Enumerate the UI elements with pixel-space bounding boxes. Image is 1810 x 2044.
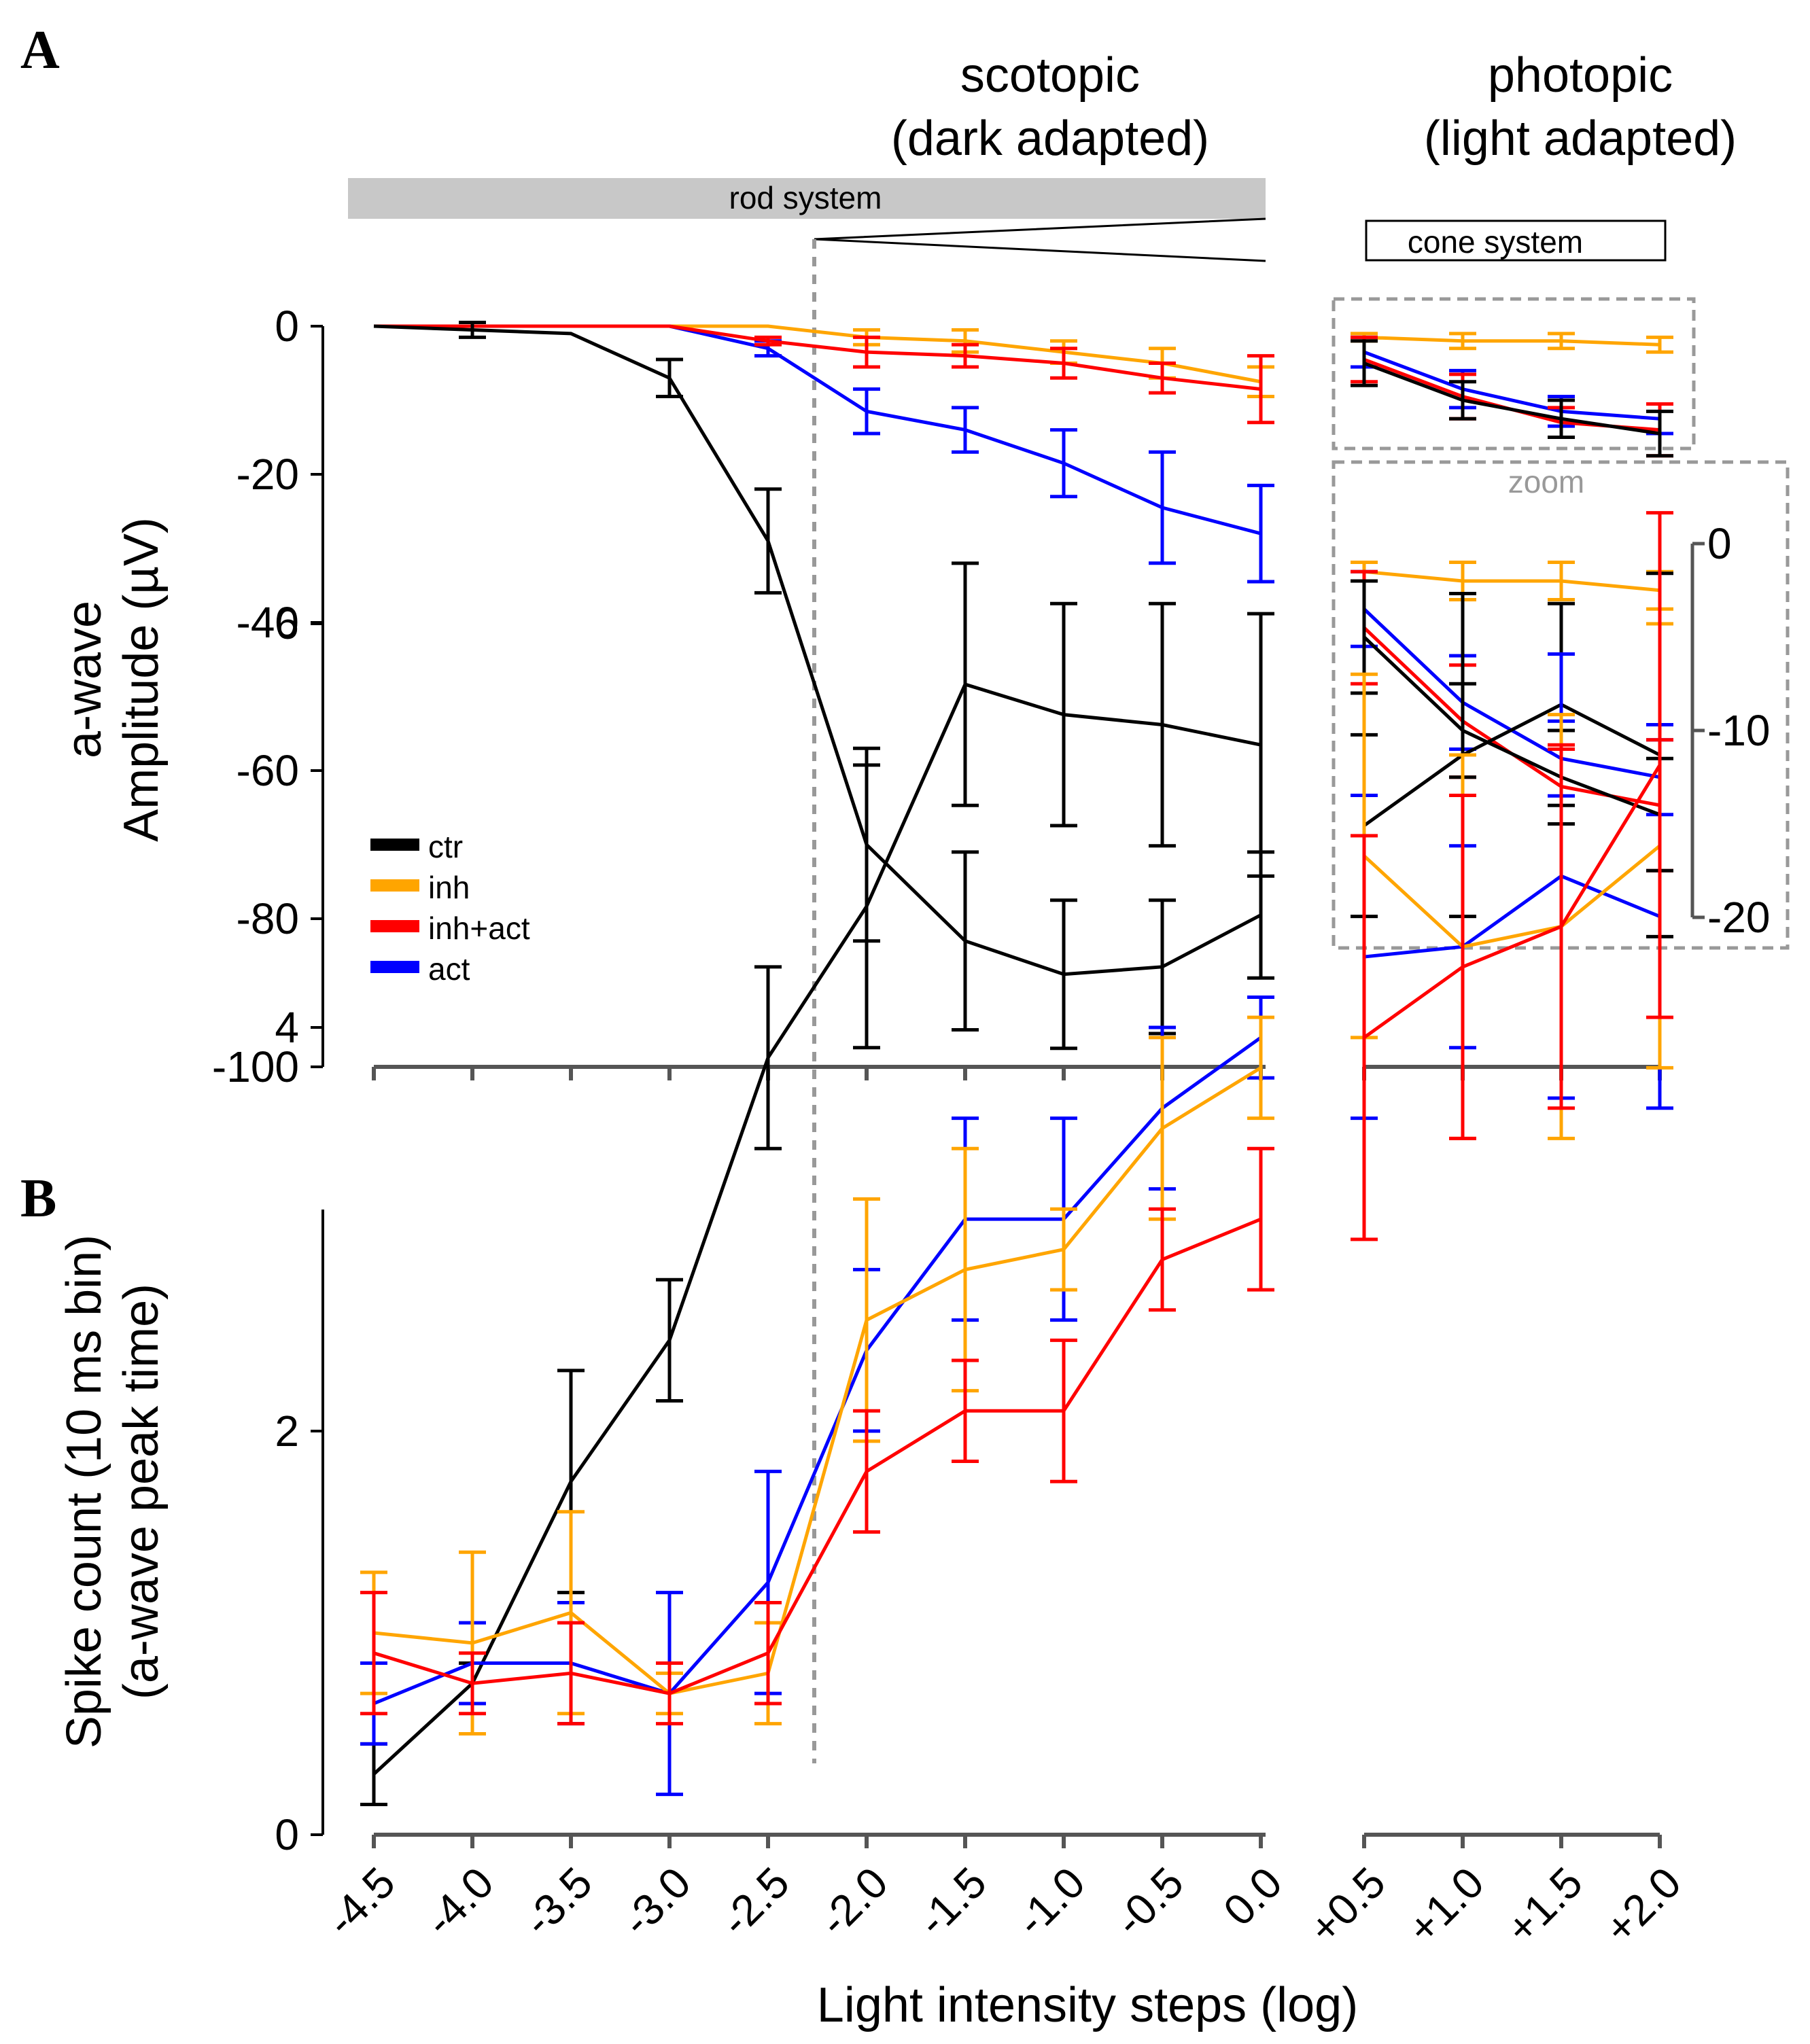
series-ctr [373,321,1673,1051]
x-tick-label: -4.0 [415,1858,503,1945]
x-tick-label: +2.0 [1595,1858,1690,1953]
x-tick-label: -3.0 [612,1858,700,1945]
y-tick-label-a: -60 [237,746,300,795]
legend-label: act [428,951,470,987]
x-tick-label: +1.5 [1497,1858,1592,1953]
line-inh [1363,844,1661,949]
x-tick-label: -1.5 [908,1858,996,1945]
series-inh-plus-act [1351,569,1673,873]
photopic-title: photopic [1488,48,1673,103]
legend-label: ctr [428,829,463,864]
y-tick-label-b: 2 [275,1407,299,1456]
series-inh [360,622,1673,1735]
line-ctr [1363,702,1661,828]
x-tick-label: -1.0 [1007,1858,1094,1945]
line-act [1363,350,1660,421]
photopic-subtitle: (light adapted) [1424,111,1737,166]
series-ctr [1351,579,1673,873]
scotopic-subtitle: (dark adapted) [891,111,1209,166]
line-inh+act [1363,626,1660,807]
rod-system-bar [348,178,1266,219]
legend-swatch-ctr [370,839,419,851]
legend-swatch-inh [370,879,419,892]
inset-axis: 0 -10 -20 [1690,519,1771,942]
series-act [1351,569,1673,817]
y-tick-label-a: -20 [237,450,300,499]
y-tick-label-b: 4 [275,1003,299,1052]
y-tick-label-b: 0 [275,1810,299,1859]
series-b [360,511,1673,1806]
x-tick-label: -4.5 [317,1858,404,1945]
series-act [374,324,1673,584]
line-inh [1363,335,1660,347]
line-ctr [1363,635,1660,817]
line-inh+act [374,324,1261,391]
x-tick-label: -0.5 [1105,1858,1193,1945]
line-ctr [373,324,1262,976]
x-tick-label: +1.0 [1398,1858,1493,1953]
rod-system-label: rod system [729,180,882,215]
legend-swatch-inh-plus-act [370,920,419,932]
legend-label: inh+act [428,911,530,946]
cone-wedge [814,217,1266,262]
y-tick-label-b: 6 [275,599,299,648]
line-act [373,1036,1262,1706]
x-axis-title: Light intensity steps (log) [817,1978,1358,2032]
y-label-a-line1: a-wave [57,601,111,758]
x-tick-label: -2.5 [711,1858,799,1945]
line-ctr [372,682,1261,1776]
series-act [360,652,1673,1797]
axes-b: 0 2 4 6 -4.5 -4.0 -3.5 -3.0 -2.5 -2.0 -1.5 -1.0 -0.5… [275,599,1690,1953]
line-inh+act [373,1217,1261,1695]
y-tick-label-a: -40 [237,598,300,647]
cone-system-bar [1365,219,1667,262]
series-inh-plus-act [374,324,1673,458]
legend-swatch-act [370,961,419,973]
x-tick-label: -2.0 [810,1858,897,1945]
x-tick-label: +0.5 [1300,1858,1395,1953]
series-a [373,321,1673,1051]
y-label-b-line2: (a-wave peak time) [114,1284,169,1699]
line-inh [1363,569,1660,593]
panel-label-a: A [20,20,60,80]
series-inh-plus-act [360,511,1673,1726]
y-label-b-line1: Spike count (10 ms bin) [57,1235,111,1748]
zoom-source-box [1332,297,1696,451]
legend-label: inh [428,870,470,905]
series-inh [1351,561,1673,611]
legend: ctr inh inh+act act [370,829,530,987]
y-tick-label-a: 0 [275,302,299,351]
line-ctr [1363,362,1660,436]
inset-y-tick-label: -20 [1707,893,1771,942]
zoom-label: zoom [1508,464,1584,499]
scotopic-title: scotopic [960,48,1140,103]
axes-a: 0 -20 -40 -60 -80 -100 [212,302,1662,1091]
inset-y-tick-label: -10 [1707,706,1771,755]
panel-label-b: B [20,1169,56,1229]
line-inh+act [1363,764,1662,1039]
line-act [1363,874,1660,959]
line-act [374,324,1261,535]
line-inh [373,1066,1262,1695]
y-label-a-line2: Amplitude (µV) [114,517,169,842]
x-tick-label: 0.0 [1214,1858,1291,1935]
x-tick-label: -3.5 [514,1858,602,1945]
cone-system-label: cone system [1408,224,1583,260]
inset-y-tick-label: 0 [1707,519,1732,568]
y-tick-label-a: -80 [237,894,300,943]
y-tick-label-a: -100 [212,1042,299,1091]
